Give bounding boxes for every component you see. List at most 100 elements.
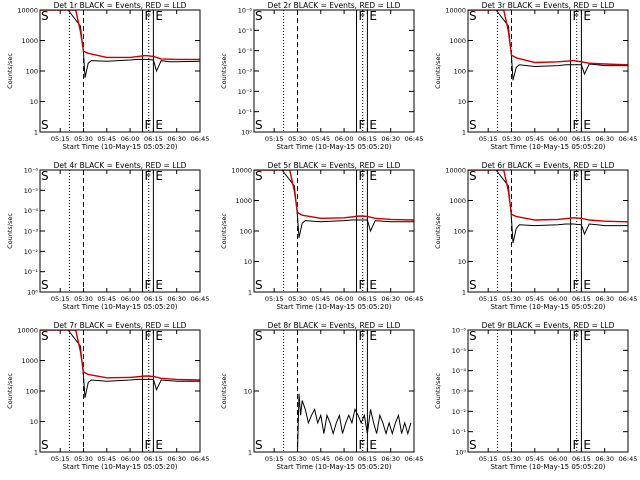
y-tick-label: 10⁻⁴ <box>238 47 253 55</box>
x-tick-label: 06:00 <box>121 135 140 143</box>
series-events-line <box>297 393 412 452</box>
x-tick-label: 05:45 <box>525 135 544 143</box>
y-axis-label: Counts/sec <box>220 53 228 89</box>
x-tick-label: 05:15 <box>479 455 498 463</box>
y-tick-label: 1000 <box>21 37 38 45</box>
y-tick-label: 10⁻⁵ <box>238 27 253 35</box>
y-axis-label: Counts/sec <box>6 53 14 89</box>
x-axis-label: Start Time (10-May-15 05:05:20) <box>490 143 605 151</box>
marker-label-e: E <box>583 118 591 132</box>
y-axis-label: Counts/sec <box>434 53 442 89</box>
x-tick-label: 06:30 <box>381 295 400 303</box>
marker-label-e: E <box>369 9 377 23</box>
y-tick-label: 10⁻³ <box>238 68 253 76</box>
y-tick-label: 10000 <box>445 7 466 15</box>
marker-label-s: S <box>41 169 49 183</box>
y-tick-label: 10 <box>30 98 38 106</box>
y-tick-label: 10⁻¹ <box>24 268 39 276</box>
x-tick-label: 05:15 <box>479 295 498 303</box>
series-lld-line <box>40 10 200 61</box>
plot-frame <box>39 9 201 133</box>
y-tick-label: 10000 <box>17 327 38 335</box>
marker-label-f: F <box>145 329 152 343</box>
x-tick-label: 06:15 <box>572 295 591 303</box>
marker-label-e: E <box>155 278 163 292</box>
y-tick-label: 10000 <box>17 7 38 15</box>
x-tick-label: 06:30 <box>381 455 400 463</box>
marker-label-s: S <box>469 9 477 23</box>
y-tick-label: 10⁻⁴ <box>24 207 39 215</box>
y-tick-label: 100 <box>26 68 38 76</box>
marker-label-s: S <box>255 118 263 132</box>
marker-label-e: E <box>583 169 591 183</box>
y-tick-label: 10⁻² <box>452 408 467 416</box>
marker-label-f: F <box>359 329 366 343</box>
y-tick-label: 1000 <box>21 357 38 365</box>
marker-label-e: E <box>155 169 163 183</box>
marker-label-e: E <box>583 278 591 292</box>
series-lld-line <box>40 330 200 381</box>
marker-label-s: S <box>255 9 263 23</box>
x-tick-label: 06:45 <box>191 295 210 303</box>
x-tick-label: 05:45 <box>311 295 330 303</box>
x-tick-label: 05:30 <box>288 135 307 143</box>
x-tick-label: 05:30 <box>288 295 307 303</box>
y-tick-label: 10⁻³ <box>24 228 39 236</box>
y-tick-label: 10⁰ <box>27 289 38 297</box>
marker-label-f: F <box>359 169 366 183</box>
det-panel: Det 4r BLACK = Events, RED = LLDSSFFEE05… <box>6 161 209 311</box>
det-panel: Det 3r BLACK = Events, RED = LLDSSFFEE05… <box>434 1 637 151</box>
x-tick-label: 05:45 <box>97 135 116 143</box>
y-tick-label: 10⁻⁶ <box>238 7 253 15</box>
x-tick-label: 06:00 <box>549 135 568 143</box>
marker-label-f: F <box>145 9 152 23</box>
x-tick-label: 05:45 <box>525 295 544 303</box>
x-tick-label: 06:15 <box>572 135 591 143</box>
x-tick-label: 05:30 <box>502 455 521 463</box>
x-tick-label: 06:00 <box>335 455 354 463</box>
x-tick-label: 06:30 <box>167 455 186 463</box>
x-tick-label: 05:30 <box>74 455 93 463</box>
marker-label-s: S <box>41 278 49 292</box>
marker-label-f: F <box>359 9 366 23</box>
marker-label-e: E <box>369 329 377 343</box>
series-events-line <box>40 10 200 78</box>
plot-frame <box>253 169 415 293</box>
series-lld-line <box>468 10 628 66</box>
panel-title: Det 1r BLACK = Events, RED = LLD <box>54 1 187 10</box>
marker-label-f: F <box>145 118 152 132</box>
series-events-line <box>254 170 414 238</box>
det-panel: Det 2r BLACK = Events, RED = LLDSSFFEE05… <box>220 1 423 151</box>
marker-label-s: S <box>41 118 49 132</box>
x-tick-label: 06:15 <box>358 135 377 143</box>
y-axis-label: Counts/sec <box>6 373 14 409</box>
marker-label-s: S <box>469 118 477 132</box>
marker-label-e: E <box>155 118 163 132</box>
marker-label-s: S <box>41 329 49 343</box>
marker-label-s: S <box>255 278 263 292</box>
x-tick-label: 06:15 <box>144 135 163 143</box>
y-tick-label: 100 <box>454 68 466 76</box>
y-tick-label: 10 <box>244 258 252 266</box>
series-lld-line <box>254 170 414 221</box>
x-axis-label: Start Time (10-May-15 05:05:20) <box>276 143 391 151</box>
x-tick-label: 06:15 <box>144 455 163 463</box>
x-tick-label: 06:00 <box>121 455 140 463</box>
y-tick-label: 1000 <box>449 37 466 45</box>
y-tick-label: 10⁰ <box>455 449 466 457</box>
series-group <box>468 10 628 81</box>
x-tick-label: 06:00 <box>121 295 140 303</box>
det-panel: Det 7r BLACK = Events, RED = LLDSSFFEE05… <box>6 321 209 471</box>
y-tick-label: 10⁻⁴ <box>452 367 467 375</box>
x-tick-label: 06:15 <box>572 455 591 463</box>
marker-label-e: E <box>369 438 377 452</box>
y-tick-label: 1 <box>34 129 38 137</box>
det-panel: Det 6r BLACK = Events, RED = LLDSSFFEE05… <box>434 161 637 311</box>
marker-label-e: E <box>155 329 163 343</box>
x-tick-label: 05:30 <box>74 135 93 143</box>
x-axis-label: Start Time (10-May-15 05:05:20) <box>276 463 391 471</box>
x-axis-label: Start Time (10-May-15 05:05:20) <box>490 303 605 311</box>
panel-title: Det 5r BLACK = Events, RED = LLD <box>268 161 401 170</box>
x-tick-label: 05:15 <box>265 295 284 303</box>
marker-label-e: E <box>155 9 163 23</box>
